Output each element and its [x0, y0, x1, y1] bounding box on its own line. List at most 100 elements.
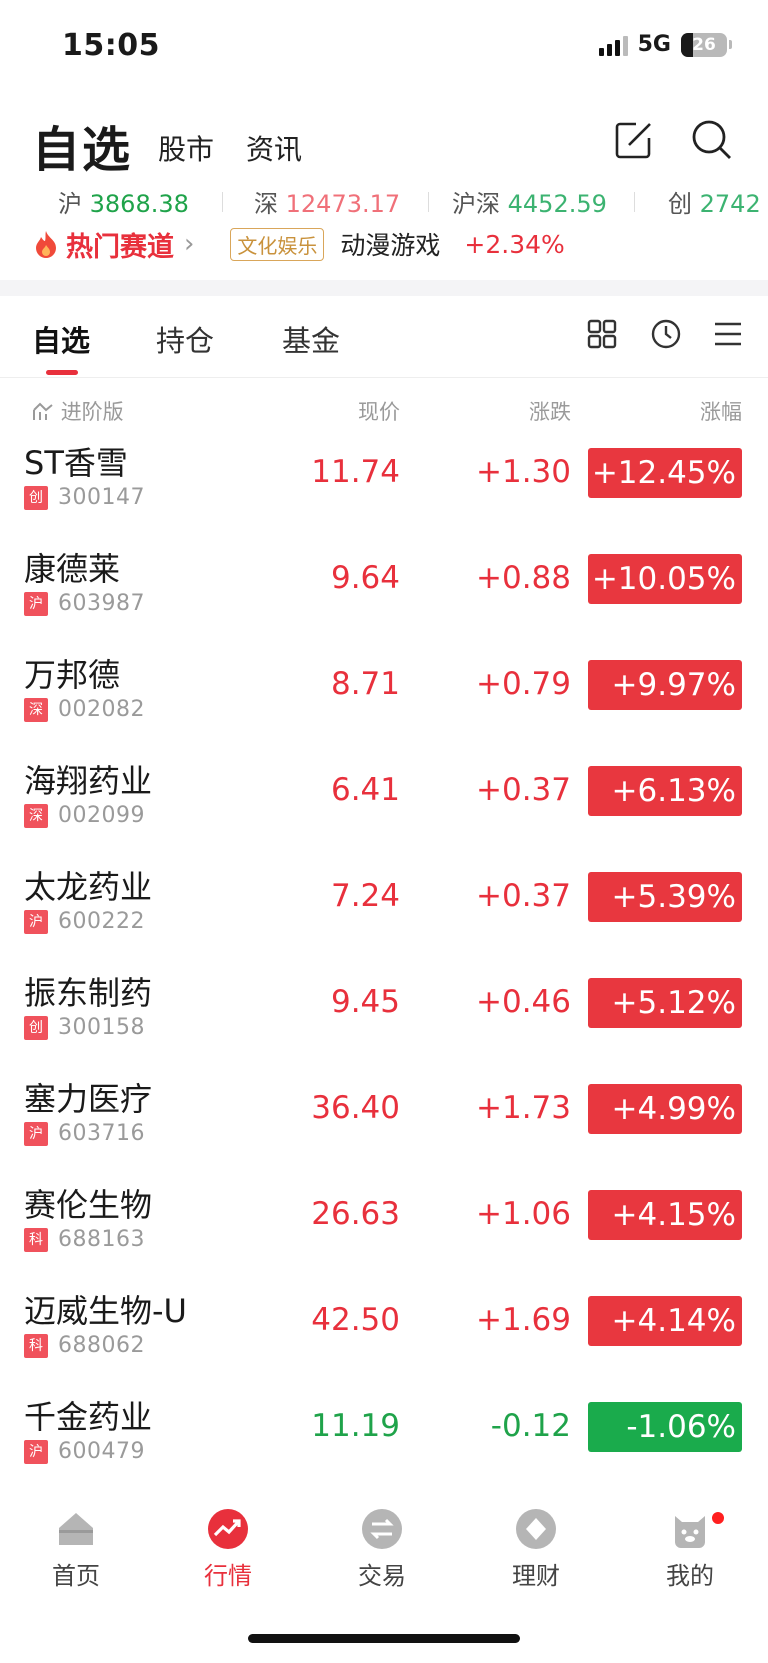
stock-name: 太龙药业	[24, 868, 153, 906]
stock-percent: +4.14%	[588, 1296, 742, 1346]
stock-percent: +12.45%	[588, 448, 742, 498]
stock-price: 11.74	[311, 454, 400, 490]
trade-icon	[362, 1509, 402, 1549]
stock-name: ST香雪	[24, 444, 128, 482]
hot-track-banner[interactable]: 热门赛道 › 文化娱乐 动漫游戏 +2.34%	[32, 224, 565, 264]
stock-name: 康德莱	[24, 550, 121, 588]
nav-trade[interactable]: 交易	[322, 1508, 442, 1591]
stock-change: +1.69	[476, 1302, 571, 1338]
table-row[interactable]: 太龙药业 沪 600222 7.24 +0.37 +5.39%	[0, 854, 768, 960]
header: 自选 股市 资讯	[0, 108, 768, 178]
hot-track-change: +2.34%	[464, 229, 565, 259]
flame-icon	[36, 231, 56, 258]
tab-funds[interactable]: 基金	[282, 324, 341, 358]
stock-code: 600222	[58, 909, 145, 934]
stock-percent: -1.06%	[588, 1402, 742, 1452]
market-badge: 创	[24, 1016, 48, 1040]
header-tab-news[interactable]: 资讯	[246, 133, 303, 166]
market-badge: 沪	[24, 1122, 48, 1146]
menu-icon[interactable]	[712, 318, 744, 350]
header-tab-stock-market[interactable]: 股市	[158, 133, 215, 166]
table-row[interactable]: 振东制药 创 300158 9.45 +0.46 +5.12%	[0, 960, 768, 1066]
stock-name: 迈威生物-U	[24, 1292, 187, 1330]
index-hs[interactable]: 沪深 4452.59	[452, 190, 607, 218]
table-row[interactable]: ST香雪 创 300147 11.74 +1.30 +12.45%	[0, 430, 768, 536]
stock-change: +1.30	[476, 454, 571, 490]
table-row[interactable]: 赛伦生物 科 688163 26.63 +1.06 +4.15%	[0, 1172, 768, 1278]
index-cy[interactable]: 创 2742	[668, 190, 761, 218]
stock-percent: +5.12%	[588, 978, 742, 1028]
advanced-mode-toggle[interactable]: 进阶版	[32, 396, 124, 426]
column-change[interactable]: 涨跌	[529, 400, 571, 424]
stock-change: +0.79	[476, 666, 571, 702]
table-row[interactable]: 千金药业 沪 600479 11.19 -0.12 -1.06%	[0, 1384, 768, 1490]
nav-market[interactable]: 行情	[168, 1508, 288, 1591]
stock-name: 海翔药业	[24, 762, 153, 800]
battery-cap	[729, 40, 732, 49]
edit-icon[interactable]	[612, 118, 656, 162]
stock-change: +1.06	[476, 1196, 571, 1232]
nav-wealth-label: 理财	[512, 1562, 560, 1590]
stock-price: 26.63	[311, 1196, 400, 1232]
tab-watchlist[interactable]: 自选	[32, 324, 91, 358]
home-indicator	[248, 1634, 520, 1643]
profile-icon	[675, 1516, 705, 1548]
stock-list: ST香雪 创 300147 11.74 +1.30 +12.45% 康德莱 沪 …	[0, 430, 768, 1490]
advanced-mode-label: 进阶版	[60, 400, 124, 424]
column-percent[interactable]: 涨幅	[700, 400, 742, 424]
nav-wealth[interactable]: 理财	[476, 1508, 596, 1591]
hot-track-badge: 文化娱乐	[230, 227, 325, 261]
stock-name: 赛伦生物	[24, 1186, 153, 1224]
stock-price: 36.40	[311, 1090, 400, 1126]
ticker-divider	[634, 192, 635, 212]
stock-code: 002082	[58, 697, 145, 722]
ticker-divider	[428, 192, 429, 212]
nav-market-label: 行情	[204, 1562, 252, 1590]
market-badge: 创	[24, 486, 48, 510]
stock-change: +0.88	[476, 560, 571, 596]
chevron-right-icon: ›	[184, 229, 195, 259]
battery-level: 26	[692, 34, 716, 55]
watchlist-tabs: 自选 持仓 基金	[0, 296, 768, 378]
stock-code: 600479	[58, 1439, 145, 1464]
table-row[interactable]: 海翔药业 深 002099 6.41 +0.37 +6.13%	[0, 748, 768, 854]
clock-icon[interactable]	[650, 318, 682, 350]
table-row[interactable]: 迈威生物-U 科 688062 42.50 +1.69 +4.14%	[0, 1278, 768, 1384]
stock-percent: +4.99%	[588, 1084, 742, 1134]
index-sz[interactable]: 深 12473.17	[254, 190, 401, 218]
table-row[interactable]: 万邦德 深 002082 8.71 +0.79 +9.97%	[0, 642, 768, 748]
stock-code: 603987	[58, 591, 145, 616]
stock-price: 11.19	[311, 1408, 400, 1444]
market-badge: 沪	[24, 910, 48, 934]
stock-change: -0.12	[490, 1408, 571, 1444]
notification-dot	[710, 1510, 726, 1526]
stock-code: 300147	[58, 485, 145, 510]
tab-holdings[interactable]: 持仓	[156, 324, 215, 358]
page-title[interactable]: 自选	[32, 122, 133, 178]
status-icons: 5G 26	[598, 32, 732, 57]
column-price[interactable]: 现价	[358, 400, 400, 424]
grid-view-icon[interactable]	[586, 318, 618, 350]
index-sh[interactable]: 沪 3868.38	[58, 190, 189, 218]
battery-fill	[681, 32, 693, 57]
stock-price: 9.45	[330, 984, 400, 1020]
status-time: 15:05	[62, 28, 160, 63]
market-badge: 科	[24, 1228, 48, 1252]
stock-percent: +4.15%	[588, 1190, 742, 1240]
index-ticker[interactable]: 沪 3868.38 深 12473.17 沪深 4452.59 创 2742	[0, 184, 768, 220]
stock-price: 42.50	[311, 1302, 400, 1338]
chart-icon	[33, 402, 53, 420]
nav-home[interactable]: 首页	[16, 1508, 136, 1591]
battery-icon: 26	[681, 32, 727, 57]
stock-percent: +6.13%	[588, 766, 742, 816]
market-badge: 科	[24, 1334, 48, 1358]
stock-name: 振东制药	[24, 974, 153, 1012]
table-row[interactable]: 塞力医疗 沪 603716 36.40 +1.73 +4.99%	[0, 1066, 768, 1172]
stock-price: 8.71	[330, 666, 400, 702]
stock-change: +1.73	[476, 1090, 571, 1126]
search-icon[interactable]	[690, 118, 734, 162]
stock-change: +0.37	[476, 772, 571, 808]
nav-profile[interactable]: 我的	[630, 1508, 750, 1591]
section-divider	[0, 280, 768, 296]
table-row[interactable]: 康德莱 沪 603987 9.64 +0.88 +10.05%	[0, 536, 768, 642]
